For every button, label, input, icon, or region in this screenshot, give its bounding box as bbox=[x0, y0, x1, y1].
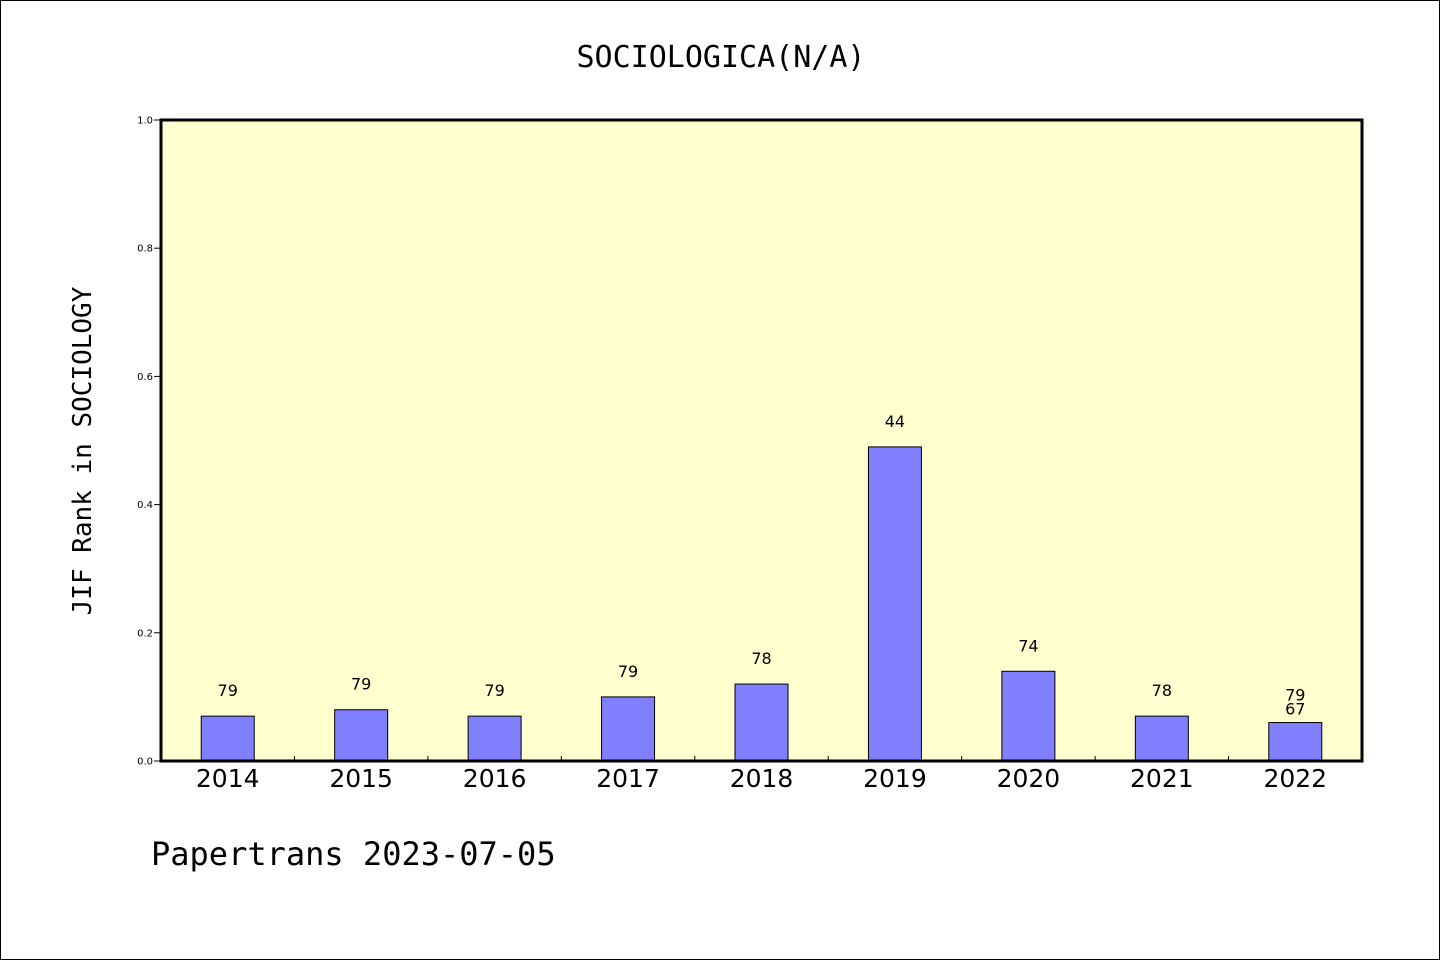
labels-layer: 2014 79 2015 79 2016 79 2017 79 2018 78 2019 44 2020… bbox=[196, 412, 1327, 793]
data-label: 44 bbox=[885, 412, 905, 431]
bars-layer bbox=[200, 446, 1323, 762]
y-tick-label: 0.2 bbox=[137, 628, 153, 639]
data-label: 79 bbox=[618, 662, 638, 681]
x-tick-label: 2017 bbox=[596, 764, 660, 793]
data-label: 79 bbox=[1285, 686, 1305, 705]
x-tick-label: 2016 bbox=[463, 764, 527, 793]
data-label: 78 bbox=[1152, 681, 1172, 700]
y-tick-label: 0.8 bbox=[137, 244, 153, 255]
plot-area bbox=[161, 120, 1362, 761]
bar bbox=[601, 696, 656, 762]
footer-credit: Papertrans 2023-07-05 bbox=[151, 835, 556, 873]
x-tick-label: 2021 bbox=[1130, 764, 1194, 793]
bar bbox=[867, 446, 922, 762]
y-axis-label: JIF Rank in SOCIOLOGY bbox=[68, 286, 98, 615]
data-label: 78 bbox=[751, 649, 771, 668]
y-tick-label: 0.4 bbox=[137, 500, 153, 511]
data-label: 67 bbox=[1285, 700, 1305, 719]
bar bbox=[200, 715, 255, 762]
y-tick-label: 0.6 bbox=[137, 372, 153, 383]
bar bbox=[1134, 715, 1189, 762]
y-tick-label: 0.0 bbox=[137, 757, 153, 768]
data-label: 79 bbox=[484, 681, 504, 700]
x-tick-label: 2020 bbox=[997, 764, 1061, 793]
bar bbox=[734, 683, 789, 762]
data-label: 79 bbox=[218, 681, 238, 700]
x-tick-label: 2022 bbox=[1263, 764, 1327, 793]
chart-title: SOCIOLOGICA(N/A) bbox=[577, 40, 866, 75]
bar bbox=[1268, 722, 1323, 762]
x-tick-label: 2018 bbox=[730, 764, 794, 793]
bar bbox=[334, 709, 389, 762]
y-tick-label: 1.0 bbox=[137, 116, 153, 127]
data-label: 79 bbox=[351, 675, 371, 694]
x-tick-label: 2019 bbox=[863, 764, 927, 793]
x-tick-label: 2014 bbox=[196, 764, 260, 793]
bar bbox=[1001, 670, 1056, 762]
bar bbox=[467, 715, 522, 762]
data-label: 74 bbox=[1018, 636, 1038, 655]
x-tick-label: 2015 bbox=[329, 764, 393, 793]
plot-border bbox=[159, 118, 1364, 763]
